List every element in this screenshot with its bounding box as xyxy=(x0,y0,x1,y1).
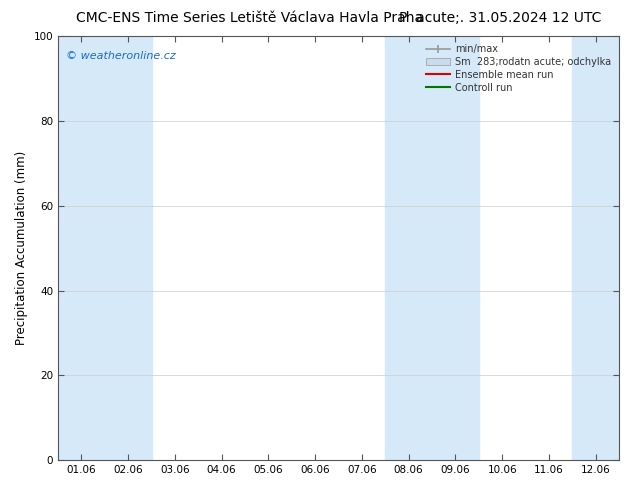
Y-axis label: Precipitation Accumulation (mm): Precipitation Accumulation (mm) xyxy=(15,151,28,345)
Text: © weatheronline.cz: © weatheronline.cz xyxy=(67,51,176,61)
Text: CMC-ENS Time Series Letiště Václava Havla Praha: CMC-ENS Time Series Letiště Václava Havl… xyxy=(76,11,424,25)
Bar xyxy=(385,36,479,460)
Bar xyxy=(58,36,152,460)
Bar xyxy=(573,36,619,460)
Text: P  acute;. 31.05.2024 12 UTC: P acute;. 31.05.2024 12 UTC xyxy=(399,11,602,25)
Legend: min/max, Sm  283;rodatn acute; odchylka, Ensemble mean run, Controll run: min/max, Sm 283;rodatn acute; odchylka, … xyxy=(423,41,614,96)
